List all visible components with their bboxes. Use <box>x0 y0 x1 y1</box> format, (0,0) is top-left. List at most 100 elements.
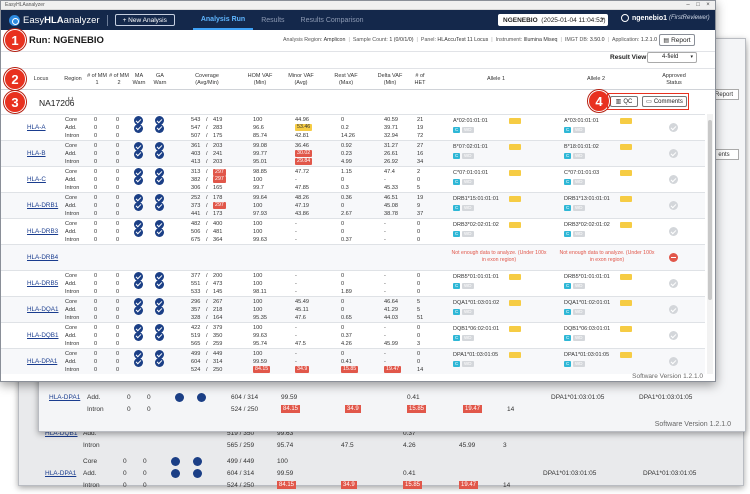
allele2-count-badge <box>620 144 632 150</box>
allele2-name[interactable]: B*18:01:01:02 <box>564 144 599 150</box>
title-bar: EasyHLAanalyzer – □ × <box>1 1 715 10</box>
rejected-status-icon[interactable] <box>669 253 678 262</box>
col-hom-vaf[interactable]: HOM VAF (Min) <box>247 73 273 86</box>
project-date: (2025-01-04 11:04:52) <box>541 16 606 24</box>
het-count: 0 <box>417 288 421 295</box>
sample-name[interactable]: NA17206 <box>39 98 75 108</box>
close-icon[interactable]: × <box>706 2 710 8</box>
allele2-name[interactable]: DQA1*01:02:01:01 <box>564 300 611 306</box>
allele1-name[interactable]: C*07:01:01:01 <box>453 170 489 176</box>
allele2-name[interactable]: DRB3*02:02:01:02 <box>564 222 610 228</box>
gene-link[interactable]: HLA-DRB3 <box>27 228 59 235</box>
col-minor-vaf[interactable]: Minor VAF (Avg) <box>288 73 314 86</box>
scrollbar-thumb[interactable] <box>708 120 712 300</box>
mm1-cell: 0 <box>94 366 98 373</box>
col-region[interactable]: Region <box>64 76 82 82</box>
allele1-name[interactable]: DPA1*01:03:01:05 <box>453 352 499 358</box>
col-delta-vaf[interactable]: Delta VAF (Min) <box>377 73 403 86</box>
allele1-name[interactable]: DRB3*02:02:01:02 <box>453 222 499 228</box>
allele2-name[interactable]: A*03:01:01:01 <box>564 118 599 124</box>
qc-button[interactable]: ▥ QC <box>610 96 638 107</box>
allele2-name[interactable]: DPA1*01:03:01:05 <box>564 352 610 358</box>
allele1-tag-icon: WD <box>462 231 474 237</box>
allele2-name[interactable]: DQB1*06:03:01:01 <box>564 326 611 332</box>
col-mm1[interactable]: # of MM 1 <box>87 73 107 86</box>
allele1-name[interactable]: DRB1*15:01:01:01 <box>453 196 499 202</box>
minimize-icon[interactable]: – <box>686 2 690 8</box>
col-mm2[interactable]: # of MM 2 <box>109 73 129 86</box>
col-approved-status[interactable]: Approved Status <box>662 73 686 86</box>
coverage-slash: / <box>206 132 208 139</box>
allele1-tag-icon: WD <box>462 309 474 315</box>
allele2-name[interactable]: C*07:01:01:03 <box>564 170 600 176</box>
col-allele2[interactable]: Allele 2 <box>586 76 606 82</box>
hom-vaf: 96.6 <box>253 124 264 131</box>
callout-badge-3: 3 <box>4 91 26 113</box>
gene-link[interactable]: HLA-DPA1 <box>27 358 58 365</box>
allele1-tag-icon: WD <box>462 205 474 211</box>
approved-status-icon[interactable] <box>669 175 678 184</box>
col-locus[interactable]: Locus <box>33 76 49 82</box>
minor-vaf: 45.49 <box>295 299 309 305</box>
coverage-avg: 441 <box>191 210 201 217</box>
col-allele1[interactable]: Allele 1 <box>486 76 506 82</box>
coverage-min: 165 <box>213 184 223 191</box>
gene-block: HLA-DQA1 Core 0 0 296 100 45.49 0 46.64 5/267 Add.… <box>1 296 705 322</box>
gene-link[interactable]: HLA-B <box>27 150 46 157</box>
gene-link[interactable]: HLA-DQA1 <box>27 306 59 313</box>
approved-status-icon[interactable] <box>669 357 678 366</box>
gene-link[interactable]: HLA-DRB4 <box>27 254 59 261</box>
app-logo[interactable]: Easy HLA analyzer <box>9 14 100 26</box>
allele2-name[interactable]: DRB1*13:01:01:01 <box>564 196 610 202</box>
ma-warn-check-icon <box>134 220 143 229</box>
new-analysis-button[interactable]: + New Analysis <box>114 14 175 26</box>
region-cell: Core <box>65 299 78 305</box>
approved-status-icon[interactable] <box>669 227 678 236</box>
allele1-name[interactable]: B*07:02:01:01 <box>453 144 488 150</box>
ga-warn-check-icon <box>155 194 164 203</box>
minor-vaf: 30.02 <box>295 150 313 158</box>
gene-link[interactable]: HLA-DRB5 <box>27 280 59 287</box>
approved-status-icon[interactable] <box>669 123 678 132</box>
approved-status-icon[interactable] <box>669 305 678 314</box>
comments-button[interactable]: ▭ Comments <box>642 96 687 107</box>
allele1-name[interactable]: DQA1*01:03:01:02 <box>453 300 500 306</box>
mm1-cell: 0 <box>94 169 98 175</box>
approved-status-icon[interactable] <box>669 279 678 288</box>
maximize-icon[interactable]: □ <box>696 2 700 8</box>
col-het[interactable]: # of HET <box>414 73 426 86</box>
rest-vaf: 0.23 <box>341 150 352 157</box>
hom-vaf: 100 <box>253 351 263 357</box>
table-scrollbar[interactable] <box>707 114 713 374</box>
gene-link[interactable]: HLA-A <box>27 124 46 131</box>
minor-vaf: 47.85 <box>295 184 309 191</box>
gene-link[interactable]: HLA-C <box>27 176 46 183</box>
mm1-cell: 0 <box>94 332 98 339</box>
mm2-cell: 0 <box>116 325 120 331</box>
col-ga-warn[interactable]: GA Warn <box>153 73 167 86</box>
gene-link[interactable]: HLA-DQB1 <box>27 332 59 339</box>
allele2-name[interactable]: DRB5*01:01:01:01 <box>564 274 610 280</box>
allele1-name[interactable]: DQB1*06:02:01:01 <box>453 326 500 332</box>
allele1-name[interactable]: A*02:01:01:01 <box>453 118 488 124</box>
tab-results-comparison[interactable]: Results Comparison <box>300 16 364 24</box>
coverage-avg: 296 <box>191 299 201 305</box>
gene-link[interactable]: HLA-DRB1 <box>27 202 59 209</box>
result-view-select[interactable]: 4-field ▾ <box>647 52 697 63</box>
allele1-name[interactable]: DRB5*01:01:01:01 <box>453 274 499 280</box>
tab-results[interactable]: Results <box>261 16 285 24</box>
callout-badge-1: 1 <box>4 29 26 51</box>
col-rest-vaf[interactable]: Rest VAF (Max) <box>334 73 358 86</box>
approved-status-icon[interactable] <box>669 331 678 340</box>
mm2-cell: 0 <box>116 366 120 373</box>
approved-status-icon[interactable] <box>669 201 678 210</box>
user-menu[interactable]: ngenebio1 (FirstReviewer) <box>621 14 710 22</box>
ma-warn-check-icon <box>134 194 143 203</box>
col-ma-warn[interactable]: MA Warn <box>132 73 146 86</box>
approved-status-icon[interactable] <box>669 149 678 158</box>
report-button[interactable]: ▤ Report <box>659 34 695 46</box>
tab-analysis-run[interactable]: Analysis Run <box>192 10 254 30</box>
gene-block: HLA-DRB3 Core 0 0 482 100-0-0/400 Add. 0 0 506 100… <box>1 218 705 244</box>
project-select[interactable]: NGENEBIO (2025-01-04 11:04:52) ▾ <box>498 14 608 26</box>
col-coverage[interactable]: Coverage (Avg/Min) <box>195 73 219 86</box>
